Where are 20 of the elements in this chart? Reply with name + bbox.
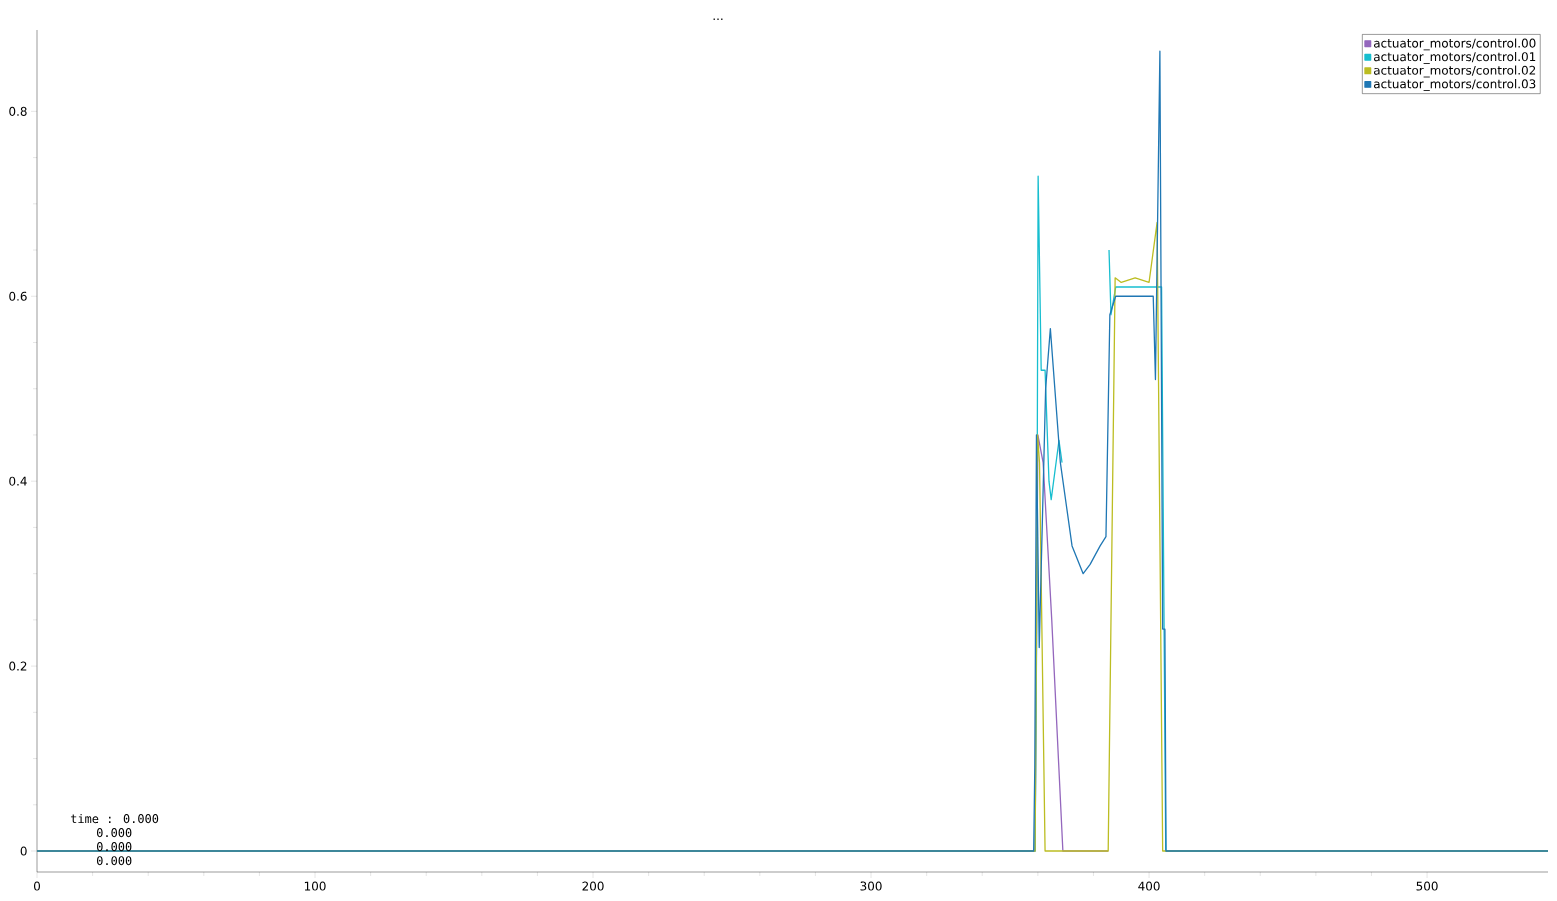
- y-tick-label: 0.8: [9, 106, 27, 116]
- legend-label: actuator_motors/control.01: [1374, 51, 1536, 64]
- annotation: time : 0.000: [70, 813, 159, 824]
- y-tick-label: 0.4: [9, 476, 27, 486]
- chart-title: ...: [713, 18, 723, 20]
- annotation: 0.000: [96, 856, 132, 866]
- x-tick-label: 300: [860, 881, 882, 891]
- x-tick-label: 500: [1416, 881, 1438, 891]
- x-tick-label: 200: [582, 881, 604, 891]
- annotation: 0.000: [96, 842, 132, 852]
- y-tick-label: 0: [20, 846, 27, 856]
- legend-label: actuator_motors/control.02: [1374, 65, 1536, 78]
- x-tick-label: 400: [1138, 881, 1160, 891]
- y-tick-label: 0.6: [9, 291, 27, 301]
- y-tick-label: 0.2: [9, 661, 27, 671]
- x-tick-label: 0: [33, 881, 41, 891]
- x-tick-label: 100: [304, 881, 326, 891]
- annotation: 0.000: [96, 828, 132, 838]
- legend-label: actuator_motors/control.00: [1374, 38, 1536, 51]
- legend-label: actuator_motors/control.03: [1374, 79, 1536, 91]
